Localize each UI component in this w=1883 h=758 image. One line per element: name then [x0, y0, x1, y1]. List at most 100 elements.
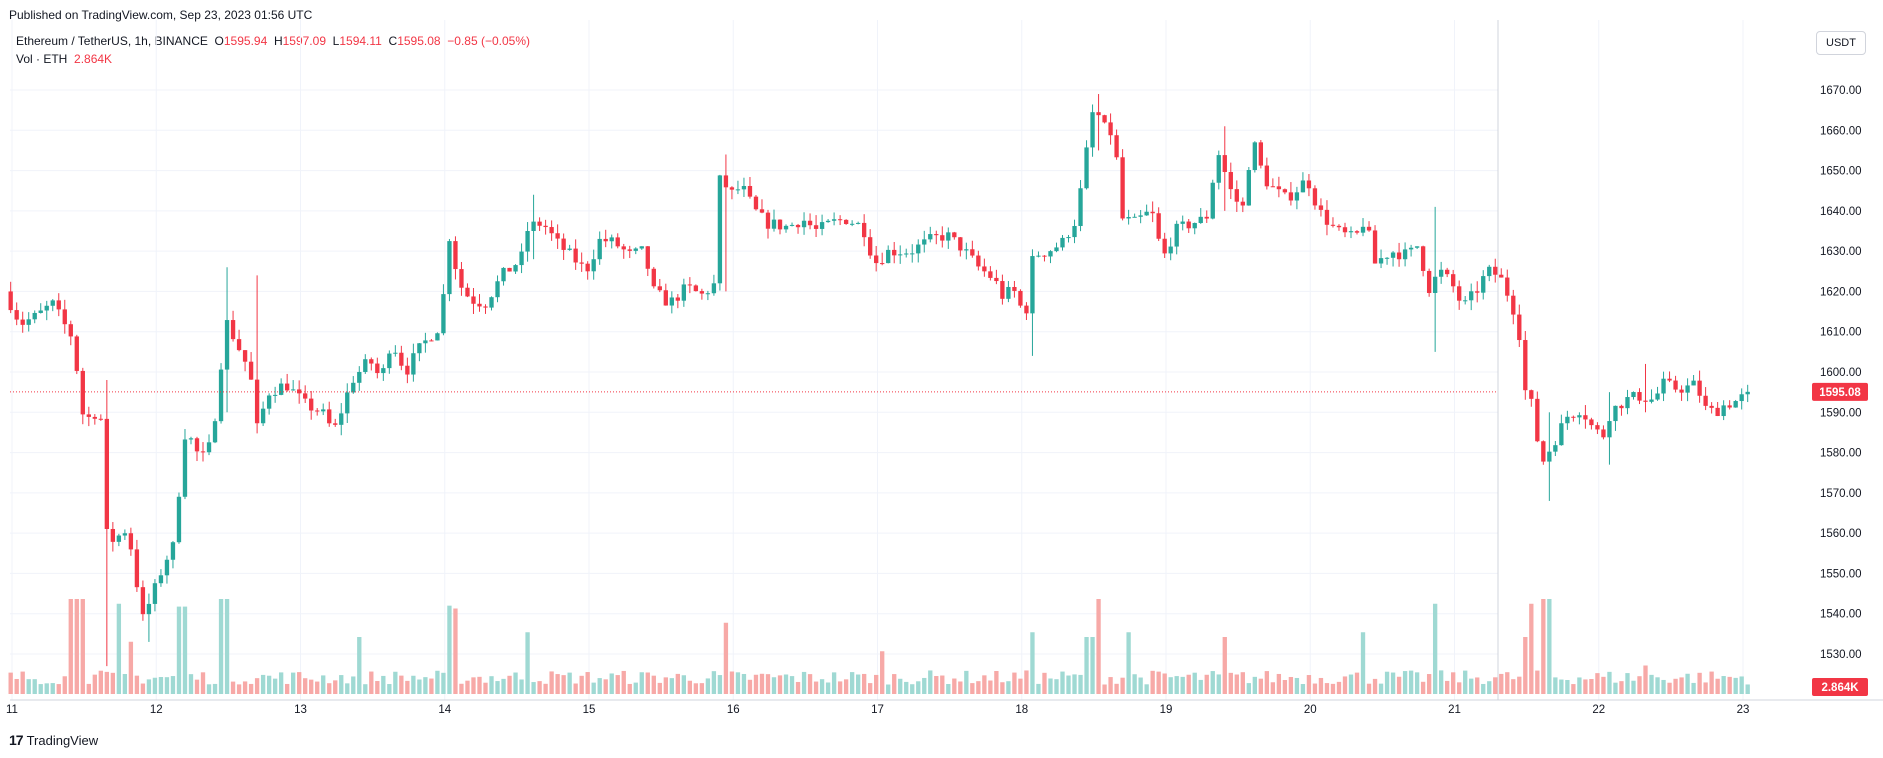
- candle-body: [50, 300, 55, 306]
- candle-body: [1288, 192, 1294, 201]
- symbol-title[interactable]: Ethereum / TetherUS, 1h, BINANCE: [16, 34, 208, 48]
- volume-bar: [880, 651, 885, 694]
- x-tick-label: 11: [6, 704, 18, 716]
- candle-body: [345, 392, 350, 414]
- volume-bar: [1499, 673, 1504, 694]
- volume-bar: [429, 678, 434, 694]
- candle-body: [1330, 224, 1336, 226]
- candle-body: [687, 284, 693, 286]
- volume-bar: [26, 679, 31, 694]
- volume-bar: [1607, 671, 1612, 694]
- volume-bar: [783, 674, 789, 694]
- volume-bar: [1324, 683, 1330, 694]
- candle-body: [513, 265, 518, 272]
- volume-bar: [56, 684, 61, 694]
- candle-body: [1318, 205, 1324, 210]
- candle-body: [254, 379, 260, 424]
- candle-body: [1252, 142, 1257, 171]
- volume-bar: [339, 675, 344, 694]
- x-tick-label: 19: [1160, 704, 1173, 716]
- candle-body: [405, 365, 410, 375]
- volume-bar: [411, 675, 416, 694]
- candle-body: [555, 233, 560, 239]
- candle-body: [1643, 400, 1648, 402]
- candle-body: [1144, 211, 1149, 216]
- candle-body: [958, 237, 963, 251]
- tradingview-mark-icon: 17: [9, 732, 24, 748]
- volume-bar: [471, 677, 476, 694]
- volume-bar: [1457, 682, 1462, 694]
- volume-bar: [1354, 672, 1360, 694]
- candle-body: [831, 219, 837, 221]
- candle-body: [1445, 269, 1450, 275]
- volume-bar: [477, 676, 482, 694]
- candle-body: [946, 232, 951, 241]
- candle-body: [579, 262, 584, 264]
- volume-bar: [266, 675, 272, 694]
- axes: 1530.00 1540.00 1550.00 1560.00 1570.00 1580.…: [6, 20, 1883, 716]
- volume-bar: [1336, 681, 1342, 694]
- volume-bar: [38, 684, 43, 694]
- candle-body: [585, 263, 590, 272]
- volume-bar: [1288, 676, 1294, 694]
- candle-body: [591, 259, 596, 272]
- x-tick-label: 22: [1592, 704, 1605, 716]
- volume-bar: [1523, 637, 1528, 694]
- change-value: −0.85 (−0.05%): [447, 34, 530, 48]
- volume-bar: [92, 674, 97, 694]
- candle-body: [1589, 419, 1594, 426]
- candle-body: [801, 220, 807, 228]
- candle-body: [200, 451, 206, 453]
- volume-bar: [1396, 676, 1402, 694]
- volume-bars: [8, 599, 1750, 694]
- candle-body: [1378, 258, 1384, 264]
- candle-body: [1138, 215, 1143, 217]
- y-tick-label: 1560.00: [1820, 528, 1862, 540]
- volume-bar: [976, 681, 981, 694]
- candle-body: [1721, 405, 1726, 417]
- grid-lines: [10, 20, 1744, 700]
- tradingview-logo[interactable]: 17 TradingView: [9, 732, 98, 748]
- volume-bar: [212, 683, 218, 694]
- volume-bar: [1060, 671, 1065, 694]
- candle-body: [615, 237, 620, 247]
- volume-bar: [98, 670, 103, 694]
- volume-bar: [549, 671, 554, 694]
- currency-button[interactable]: USDT: [1816, 31, 1866, 55]
- volume-bar: [218, 599, 224, 694]
- candle-body: [453, 241, 458, 270]
- volume-bar: [1192, 672, 1197, 694]
- candle-body: [152, 583, 158, 604]
- volume-label[interactable]: Vol · ETH: [16, 52, 68, 66]
- volume-bar: [357, 637, 362, 694]
- volume-bar: [1583, 679, 1588, 694]
- candle-body: [1054, 247, 1059, 252]
- candle-body: [711, 283, 717, 294]
- volume-bar: [1138, 677, 1143, 694]
- candle-body: [435, 333, 440, 341]
- candle-body: [236, 339, 242, 351]
- volume-bar: [164, 677, 170, 694]
- volume-value: 2.864K: [74, 52, 113, 66]
- volume-bar: [741, 673, 747, 694]
- candle-body: [1583, 415, 1588, 420]
- candle-body: [1529, 390, 1534, 399]
- candle-body: [1282, 189, 1288, 193]
- candle-body: [176, 496, 182, 543]
- low-value: 1594.11: [339, 34, 382, 48]
- candle-body: [1697, 380, 1702, 396]
- candle-body: [1042, 255, 1047, 257]
- volume-bar: [1150, 670, 1155, 694]
- volume-bar: [1727, 676, 1732, 694]
- candle-body: [333, 423, 338, 425]
- candle-body: [393, 352, 398, 354]
- volume-bar: [1565, 679, 1570, 694]
- published-caption: Published on TradingView.com, Sep 23, 20…: [9, 8, 313, 22]
- candle-body: [20, 319, 25, 325]
- volume-bar: [922, 677, 927, 694]
- ohlc-legend: Ethereum / TetherUS, 1h, BINANCE O1595.9…: [16, 34, 530, 48]
- tradingview-logo-text: TradingView: [26, 733, 99, 748]
- volume-bar: [717, 675, 723, 694]
- volume-bar: [1601, 676, 1606, 694]
